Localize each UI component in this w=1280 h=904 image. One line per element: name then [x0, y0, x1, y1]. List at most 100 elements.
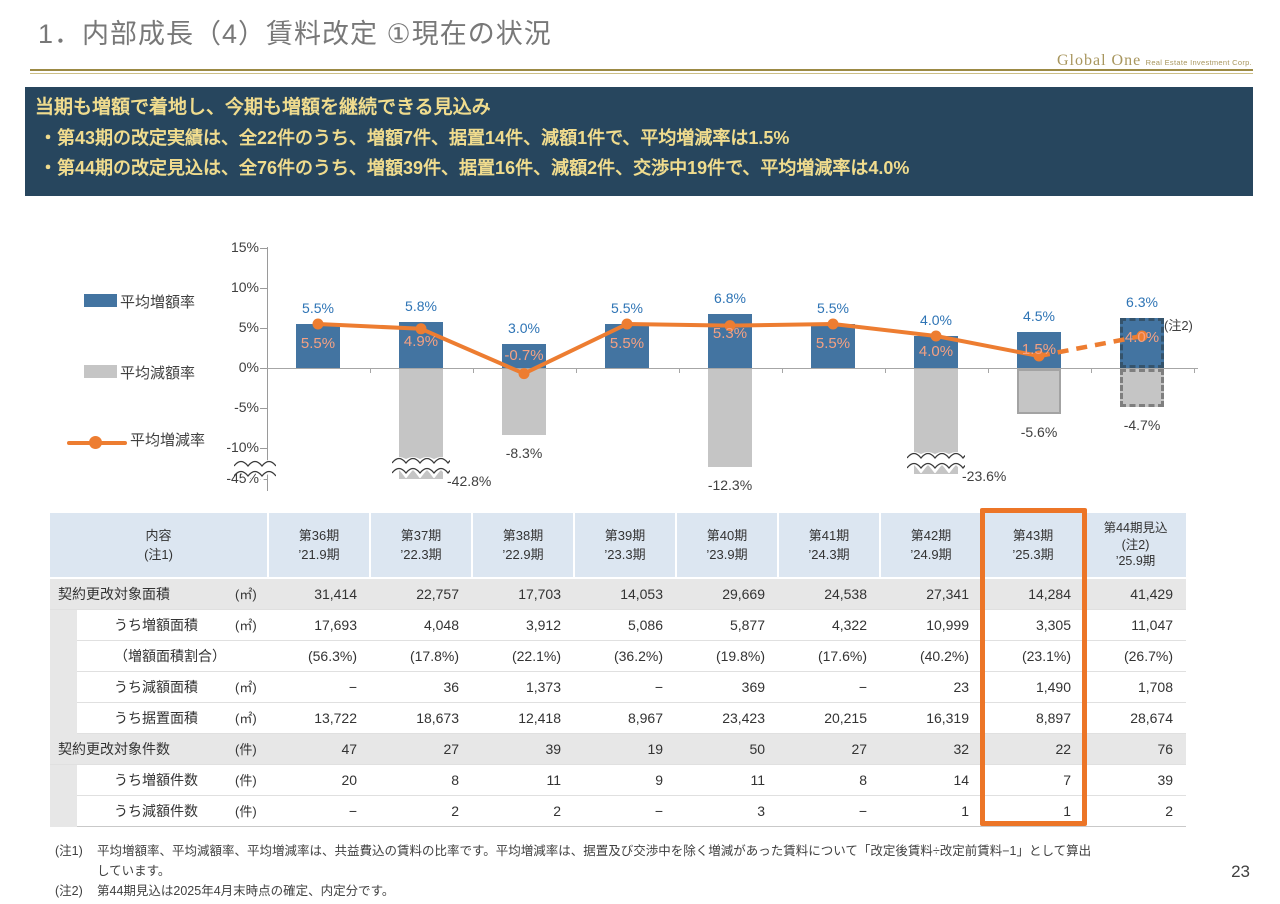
row-unit: (㎡)	[235, 609, 269, 641]
table-cell: 1,490	[982, 671, 1085, 703]
rent-revision-table: 内容 (注1) 第36期 ’21.9期 第37期 ’22.3期 第38期 ’22.9期 第39期…	[50, 513, 1187, 827]
header-period: 第43期 ’25.3期	[981, 513, 1085, 579]
table-cell: 23	[880, 671, 983, 703]
table-cell: 27,341	[880, 578, 983, 610]
table-cell: 8	[778, 764, 881, 796]
table-row: うち据置面積 (㎡) 13,722 18,673 12,418 8,967 23,423 20…	[50, 702, 1187, 734]
logo-secondary-text: Real Estate Investment Corp.	[1145, 58, 1252, 67]
legend-increase-swatch	[84, 294, 117, 307]
table-cell: 39	[1084, 764, 1187, 796]
table-cell: 19	[574, 733, 677, 765]
row-unit: (㎡)	[235, 671, 269, 703]
y-axis-label: 0%	[238, 359, 259, 375]
decrease-rate-label: -8.3%	[505, 445, 543, 461]
table-cell: 50	[676, 733, 779, 765]
rent-revision-table-wrap: 内容 (注1) 第36期 ’21.9期 第37期 ’22.3期 第38期 ’22.9期 第39期…	[50, 513, 1187, 827]
y-axis-tick	[260, 368, 267, 369]
net-rate-label: -0.7%	[504, 347, 544, 364]
legend-net-dot	[89, 436, 102, 449]
increase-bar	[1017, 332, 1061, 368]
row-unit: (件)	[235, 733, 269, 765]
net-rate-label: 1.5%	[1021, 341, 1057, 358]
header-period: 第39期 ’23.3期	[573, 513, 677, 579]
y-axis-label: 5%	[238, 319, 259, 335]
row-label: うち減額件数	[50, 795, 235, 827]
bar-break-mark	[907, 452, 965, 473]
table-row: 契約更改対象件数 (件) 47 27 39 19 50 27 32 22 76	[50, 733, 1187, 765]
x-axis-tick	[370, 368, 371, 373]
table-cell: (22.1%)	[472, 640, 575, 672]
net-rate-label: 5.5%	[609, 335, 645, 352]
summary-headline: 当期も増額で着地し、今期も増額を継続できる見込み	[35, 97, 491, 118]
table-cell: 369	[676, 671, 779, 703]
increase-rate-label: 5.5%	[817, 300, 849, 316]
table-cell: 22	[982, 733, 1085, 765]
table-cell: 20,215	[778, 702, 881, 734]
table-cell: (23.1%)	[982, 640, 1085, 672]
footnote: (注2) 第44期見込は2025年4月末時点の確定、内定分です。	[55, 881, 1205, 901]
legend-net-label: 平均増減率	[130, 432, 206, 449]
decrease-rate-label: -42.8%	[447, 473, 492, 489]
table-cell: 14,284	[982, 578, 1085, 610]
row-label: 契約更改対象件数	[50, 733, 235, 765]
rent-revision-chart: 15% 10% 5% 0% -5% -10% -45% 5.5% 5.5% 5.8% 4.9% -42…	[0, 225, 1280, 503]
footnote-label: (注1)	[55, 844, 83, 858]
x-axis-tick	[473, 368, 474, 373]
table-cell: 16,319	[880, 702, 983, 734]
header-period: 第42期 ’24.9期	[879, 513, 983, 579]
table-cell: (17.6%)	[778, 640, 881, 672]
table-cell: −	[778, 795, 881, 827]
row-unit	[235, 640, 269, 672]
table-cell: 3,305	[982, 609, 1085, 641]
x-axis-tick	[1194, 368, 1195, 373]
table-cell: 2	[472, 795, 575, 827]
header-period: 第40期 ’23.9期	[675, 513, 779, 579]
table-cell: (19.8%)	[676, 640, 779, 672]
table-cell: 13,722	[268, 702, 371, 734]
increase-rate-label: 4.0%	[920, 312, 952, 328]
y-axis-tick	[260, 448, 267, 449]
table-cell: 4,322	[778, 609, 881, 641]
net-rate-label: 4.9%	[403, 333, 439, 350]
row-unit: (㎡)	[235, 702, 269, 734]
table-cell: 1	[880, 795, 983, 827]
decrease-rate-label: -5.6%	[1020, 424, 1058, 440]
table-cell: 36	[370, 671, 473, 703]
y-axis-break-mark	[234, 460, 276, 481]
table-cell: 11	[472, 764, 575, 796]
row-unit: (件)	[235, 764, 269, 796]
table-cell: 18,673	[370, 702, 473, 734]
table-cell: 2	[370, 795, 473, 827]
page-number: 23	[1231, 862, 1250, 881]
x-axis-tick	[576, 368, 577, 373]
y-axis-label: -5%	[234, 399, 259, 415]
table-cell: (26.7%)	[1084, 640, 1187, 672]
decrease-rate-label: -23.6%	[962, 468, 1007, 484]
table-cell: 5,086	[574, 609, 677, 641]
table-cell: 7	[982, 764, 1085, 796]
table-cell: −	[778, 671, 881, 703]
table-row: 契約更改対象面積 (㎡) 31,414 22,757 17,703 14,053 29,66…	[50, 578, 1187, 610]
row-label: うち据置面積	[50, 702, 235, 734]
table-cell: 2	[1084, 795, 1187, 827]
net-rate-label: 4.0%	[918, 343, 954, 360]
zero-line	[267, 368, 1198, 369]
x-axis-tick	[782, 368, 783, 373]
table-cell: 32	[880, 733, 983, 765]
summary-bullet-1: ・第43期の改定実績は、全22件のうち、増額7件、据置14件、減額1件で、平均増…	[39, 128, 790, 148]
table-cell: 10,999	[880, 609, 983, 641]
table-row: （増額面積割合） (56.3%) (17.8%) (22.1%) (36.2%) (19.…	[50, 640, 1187, 672]
row-label: うち増額面積	[50, 609, 235, 641]
legend-decrease-label: 平均減額率	[120, 365, 196, 382]
increase-rate-label: 3.0%	[508, 320, 540, 336]
increase-rate-label: 5.5%	[611, 300, 643, 316]
table-row: うち減額面積 (㎡) −36 1,373−369−23 1,490 1,708	[50, 671, 1187, 703]
increase-bar	[1120, 318, 1164, 368]
table-cell: −	[574, 671, 677, 703]
table-cell: 17,703	[472, 578, 575, 610]
row-unit: (件)	[235, 795, 269, 827]
net-rate-label: 5.3%	[712, 325, 748, 342]
table-cell: 8	[370, 764, 473, 796]
table-cell: 29,669	[676, 578, 779, 610]
table-cell: (56.3%)	[268, 640, 371, 672]
